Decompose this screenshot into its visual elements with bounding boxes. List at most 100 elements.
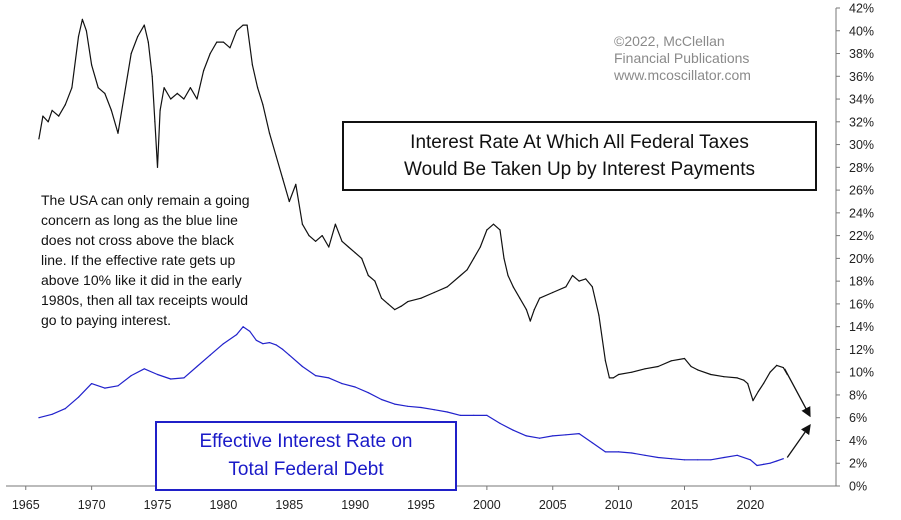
y-tick-label: 30%	[849, 138, 874, 152]
x-tick-label: 2000	[473, 498, 501, 512]
data-point	[328, 377, 330, 379]
data-point	[176, 92, 178, 94]
data-point	[361, 257, 363, 259]
data-point	[591, 286, 593, 288]
data-point	[354, 386, 356, 388]
x-tick-label: 2015	[671, 498, 699, 512]
data-point	[222, 343, 224, 345]
data-point	[446, 411, 448, 413]
copyright-credit: ©2022, McClellan Financial Publications …	[614, 33, 814, 84]
y-tick-label: 32%	[849, 115, 874, 129]
data-point	[104, 387, 106, 389]
data-point	[507, 274, 509, 277]
y-tick-label: 22%	[849, 229, 874, 243]
note-line: above 10% like it did in the early	[41, 272, 242, 288]
y-tick-label: 6%	[849, 411, 867, 425]
note-line: The USA can only remain a going	[41, 192, 250, 208]
data-point	[578, 280, 580, 282]
data-point	[242, 326, 244, 328]
data-point	[308, 235, 310, 237]
data-point	[262, 343, 264, 345]
data-point	[756, 464, 758, 467]
data-point	[552, 291, 554, 294]
data-point	[251, 64, 253, 66]
data-point	[565, 434, 567, 436]
x-tick-label: 1970	[78, 498, 106, 512]
data-point	[473, 257, 475, 259]
data-point	[539, 437, 541, 439]
data-point	[38, 138, 40, 140]
data-point	[657, 365, 659, 368]
data-point	[374, 280, 376, 282]
tax-equivalent-rate-series	[38, 18, 788, 402]
x-tick-label: 1980	[209, 498, 237, 512]
data-point	[51, 413, 53, 415]
data-point	[736, 454, 738, 456]
data-point	[156, 373, 159, 376]
x-tick-label: 1965	[12, 498, 40, 512]
y-tick-label: 2%	[849, 457, 867, 471]
data-point	[367, 274, 369, 277]
data-point	[268, 132, 271, 134]
data-point	[697, 459, 699, 461]
data-point	[91, 64, 93, 66]
data-point	[143, 24, 145, 26]
y-axis: 0% 2% 4% 6% 8% 10% 12% 14% 16% 18% 20% 22% 24% 26% 28%…	[836, 2, 874, 494]
data-point	[288, 200, 290, 203]
data-point	[723, 376, 725, 378]
data-point	[618, 451, 620, 453]
data-point	[275, 344, 277, 346]
note-line: concern as long as the blue line	[41, 212, 238, 228]
data-point	[387, 303, 389, 305]
data-point	[143, 368, 145, 370]
data-point	[612, 377, 614, 379]
y-tick-label: 42%	[849, 2, 874, 16]
credit-line: www.mcoscillator.com	[614, 67, 751, 83]
data-point	[262, 104, 264, 106]
data-point	[209, 354, 211, 356]
data-point	[512, 286, 514, 288]
data-point	[117, 132, 119, 134]
data-point	[519, 297, 521, 299]
chart-title-box: Interest Rate At Which All Federal Taxes…	[342, 121, 817, 191]
x-axis: 1965 1970 1975 1980 1985 1990 1995 2000 2005 2010…	[12, 486, 764, 512]
data-point	[328, 246, 330, 248]
data-point	[380, 398, 383, 401]
data-point	[347, 246, 350, 248]
data-point	[282, 178, 284, 180]
annotation-arrow	[786, 424, 811, 458]
data-point	[578, 433, 580, 435]
data-point	[117, 385, 119, 387]
x-tick-label: 2005	[539, 498, 567, 512]
data-point	[81, 18, 83, 20]
data-point	[170, 378, 172, 380]
data-point	[631, 452, 633, 454]
data-point	[743, 379, 745, 381]
data-point	[189, 87, 191, 89]
data-point	[591, 442, 593, 444]
data-point	[334, 223, 336, 225]
data-point	[539, 297, 541, 299]
data-point	[341, 383, 343, 385]
data-point	[77, 396, 80, 398]
data-point	[242, 24, 244, 26]
data-point	[657, 456, 659, 459]
chart-title-line: Interest Rate At Which All Federal Taxes	[410, 132, 749, 153]
data-point	[782, 458, 784, 460]
data-point	[77, 35, 80, 38]
data-point	[38, 417, 40, 419]
data-point	[459, 414, 462, 416]
data-point	[749, 459, 752, 461]
y-tick-label: 26%	[849, 184, 874, 198]
data-point	[690, 365, 692, 368]
series-layer	[38, 18, 788, 467]
data-point	[710, 459, 712, 461]
data-point	[64, 104, 66, 106]
y-tick-label: 4%	[849, 434, 867, 448]
x-tick-label: 1995	[407, 498, 435, 512]
data-point	[604, 360, 607, 362]
data-point	[644, 368, 646, 370]
data-point	[183, 98, 185, 100]
data-point	[683, 357, 686, 360]
